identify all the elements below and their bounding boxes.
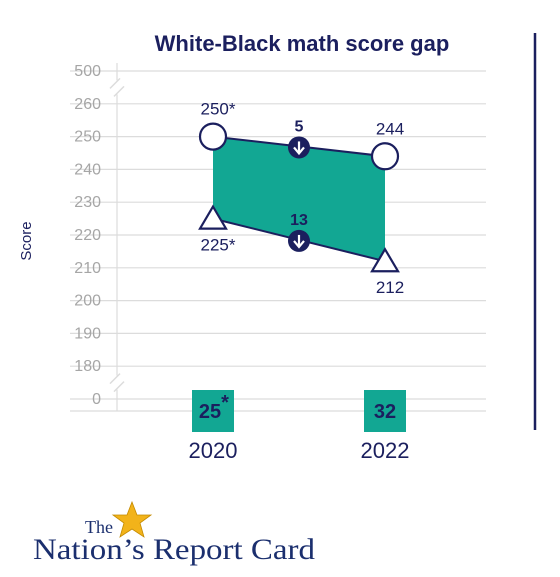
value-label: 244 (376, 119, 404, 138)
y-tick-label: 0 (92, 391, 101, 408)
gap-value: 25 (199, 401, 221, 423)
logo-line1: The (85, 517, 113, 537)
y-tick-label: 200 (74, 293, 101, 310)
gap-box: 25 * (192, 390, 234, 432)
x-tick-label: 2020 (189, 438, 238, 463)
value-label: 250* (201, 100, 236, 119)
y-tick-label: 220 (74, 227, 101, 244)
gap-box: 32 (364, 390, 406, 432)
logo-line2: Nation’s Report Card (33, 533, 315, 566)
x-tick-labels: 2020 2022 (189, 438, 410, 463)
chart-title: White-Black math score gap (155, 31, 450, 56)
y-tick-label: 260 (74, 96, 101, 113)
value-label: 225* (201, 236, 236, 255)
gap-value: 32 (374, 401, 396, 423)
axis-breaks (109, 77, 125, 393)
axis-break-mark (109, 373, 121, 385)
y-tick-label: 190 (74, 325, 101, 342)
grid-layer (70, 63, 486, 412)
circle-marker (370, 142, 400, 171)
change-value: 5 (295, 118, 304, 135)
axis-break-mark (109, 77, 121, 89)
gap-significance: * (221, 392, 229, 414)
markers (198, 122, 400, 273)
gap-band (213, 136, 385, 262)
axis-break-mask (111, 80, 123, 95)
y-tick-label: 180 (74, 358, 101, 375)
gap-boxes: 25 * 32 (192, 390, 406, 432)
nations-report-card-logo: The Nation’s Report Card (33, 500, 315, 566)
y-tick-label: 210 (74, 260, 101, 277)
x-tick-label: 2022 (361, 438, 410, 463)
y-tick-label: 240 (74, 161, 101, 178)
y-tick-label: 500 (74, 63, 101, 80)
y-tick-label: 230 (74, 194, 101, 211)
down-arrow-icon (288, 229, 310, 252)
y-tick-labels: 500 260 250 240 230 220 210 200 190 180 0 (74, 63, 101, 408)
triangle-marker (198, 204, 228, 230)
axis-break-mask (111, 375, 123, 390)
triangle-marker (370, 247, 400, 273)
y-tick-label: 250 (74, 129, 101, 146)
change-indicators: 5 13 (288, 118, 310, 252)
axis-break-mark (113, 85, 125, 97)
value-label: 212 (376, 278, 404, 297)
star-icon (111, 500, 153, 538)
axis-break-mark (113, 381, 125, 393)
down-arrow-icon (288, 136, 310, 159)
value-labels: 250* 244 225* 212 (201, 100, 405, 298)
y-axis-label: Score (18, 221, 35, 260)
circle-marker (198, 122, 228, 151)
change-value: 13 (290, 212, 308, 229)
